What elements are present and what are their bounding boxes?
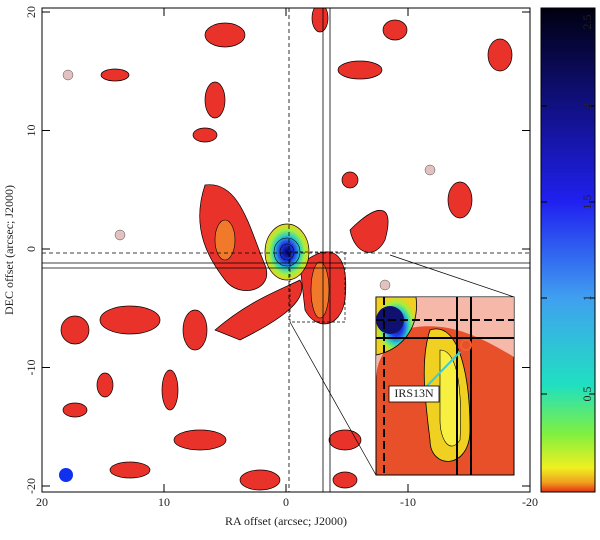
y-tick-label: -10 — [24, 360, 38, 376]
x-tick-label: -10 — [400, 495, 416, 509]
x-axis-label: RA offset (arcsec; J2000) — [225, 514, 347, 528]
inset: IRS13N — [375, 296, 515, 476]
y-tick-label: -20 — [24, 478, 38, 494]
x-tick-label: -20 — [522, 495, 538, 509]
x-tick-label: 10 — [158, 495, 170, 509]
colorbar-tick-label: 2 — [580, 103, 594, 109]
y-axis-label: DEC offset (arcsec; J2000) — [2, 185, 16, 315]
x-tick-label: 0 — [283, 495, 289, 509]
y-tick-label: 10 — [24, 125, 38, 137]
colorbar-tick-label: 2.5 — [580, 15, 594, 30]
colorbar — [540, 7, 596, 493]
colorbar-tick-label: 1 — [580, 295, 594, 301]
colorbar-tick-label: 1.5 — [580, 195, 594, 210]
y-tick-label: 20 — [24, 6, 38, 18]
annotation: IRS13N — [394, 386, 434, 400]
x-tick-label: 20 — [36, 495, 48, 509]
emission-map — [42, 8, 530, 492]
colorbar-tick-label: 0.5 — [580, 387, 594, 402]
y-tick-label: 0 — [24, 246, 38, 252]
